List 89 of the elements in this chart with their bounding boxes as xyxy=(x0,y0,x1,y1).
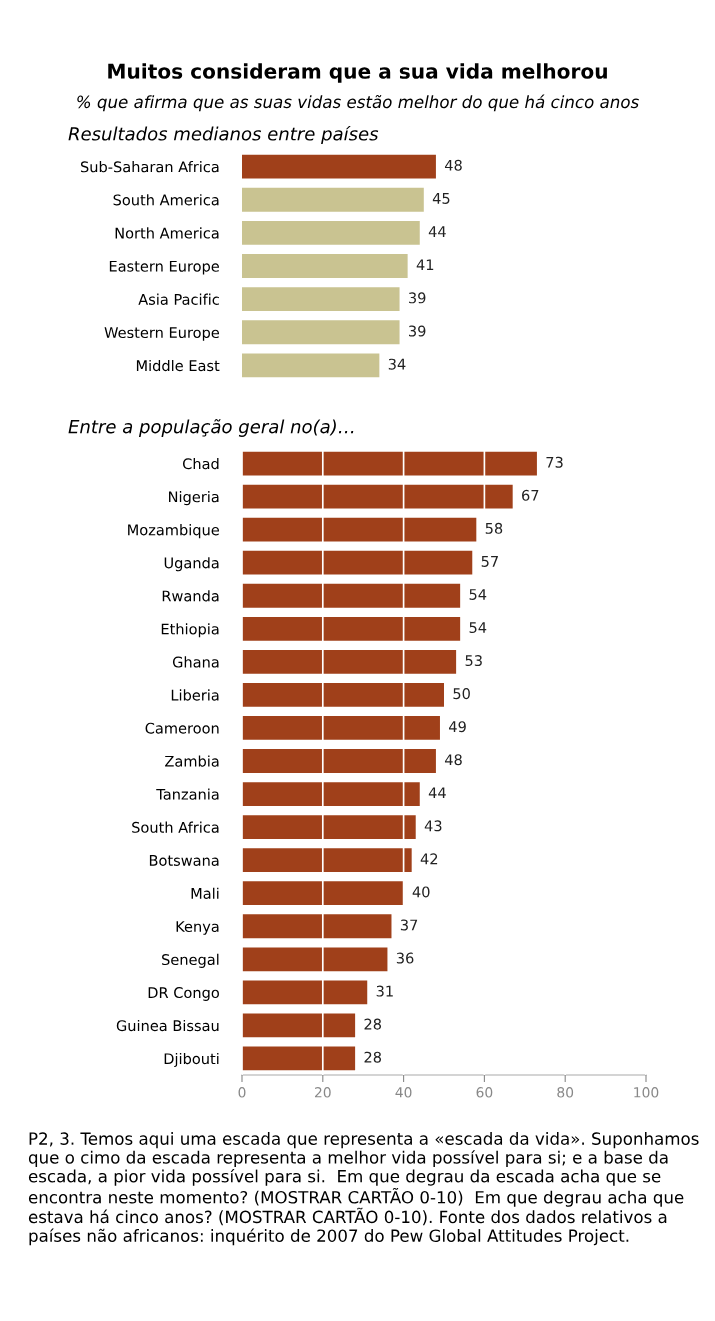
bar xyxy=(242,782,420,806)
bar xyxy=(242,220,420,245)
bar xyxy=(242,914,392,939)
data-label: 54 xyxy=(469,589,487,600)
y-tick-label: Djibouti xyxy=(164,1052,219,1068)
data-label: 41 xyxy=(416,259,434,271)
data-label: 73 xyxy=(546,456,563,468)
bar xyxy=(242,881,404,906)
y-tick-label: Rwanda xyxy=(162,590,219,602)
y-tick-label: North America xyxy=(115,227,219,239)
y-tick-label: Ghana xyxy=(172,656,219,668)
bar xyxy=(242,484,513,509)
data-label: 54 xyxy=(469,622,487,634)
data-label: 31 xyxy=(376,985,393,997)
bar xyxy=(242,683,444,707)
y-tick-label: Middle East xyxy=(136,359,220,372)
bar xyxy=(242,287,400,312)
y-tick-label: Kenya xyxy=(176,921,219,935)
data-label: 39 xyxy=(409,325,426,337)
bar xyxy=(242,254,408,278)
data-label: 44 xyxy=(428,226,446,237)
chart-title: Muitos consideram que a sua vida melhorou xyxy=(108,63,607,83)
x-tick-label: 0 xyxy=(238,1087,246,1098)
bar xyxy=(242,947,388,972)
y-tick-label: Chad xyxy=(182,457,219,470)
bar xyxy=(242,353,380,378)
bar xyxy=(242,649,457,674)
bar xyxy=(242,616,461,641)
data-label: 42 xyxy=(420,853,438,865)
bar xyxy=(242,320,400,345)
bar xyxy=(242,451,537,476)
bar xyxy=(242,583,461,608)
x-tick-label: 80 xyxy=(557,1087,574,1098)
data-label: 44 xyxy=(428,787,446,799)
bar xyxy=(242,187,424,212)
bar xyxy=(242,154,436,179)
data-label: 57 xyxy=(481,556,498,567)
bar xyxy=(242,980,368,1005)
data-label: 53 xyxy=(465,655,482,667)
chart-title: Entre a população geral no(a)… xyxy=(68,419,354,437)
chart-subtitle: % que afirma que as suas vidas estão melhor do que há cinco anos xyxy=(77,94,639,112)
y-tick-label: DR Congo xyxy=(148,987,219,1001)
bar xyxy=(242,1013,356,1038)
bar xyxy=(242,1046,356,1071)
text: P2, 3. Temos aqui uma escada que representa a «escada da vida». Suponhamos que o cimo da escada representa a melhor vida possível para si; e a base da escada, a pior vida possível para si. Em que degrau da escada acha que se encontra neste momento? (MOSTRAR CARTÃO 0-10) Em que degrau acha que estava há cinco anos? (MOSTRAR CARTÃO 0-10). Fonte dos dados relativos a países não africanos: inquérito de 2007 do Pew Global Attitudes Project. xyxy=(28,1132,699,1246)
y-tick-label: Liberia xyxy=(171,689,219,701)
y-tick-label: Botswana xyxy=(149,855,219,866)
y-tick-label: Uganda xyxy=(164,557,219,572)
y-tick-label: Cameroon xyxy=(145,722,219,734)
x-tick-label: 100 xyxy=(634,1087,659,1098)
data-label: 34 xyxy=(388,358,406,370)
data-label: 39 xyxy=(409,292,426,304)
data-label: 58 xyxy=(485,522,503,534)
y-tick-label: South Africa xyxy=(132,821,219,833)
y-tick-label: Mozambique xyxy=(128,524,219,539)
y-tick-label: Zambia xyxy=(165,755,219,767)
y-tick-label: Western Europe xyxy=(104,327,219,341)
y-tick-label: Asia Pacific xyxy=(138,293,219,305)
data-label: 50 xyxy=(453,688,470,700)
data-label: 49 xyxy=(449,721,466,733)
x-tick-label: 60 xyxy=(476,1087,493,1098)
bar xyxy=(242,749,436,773)
text: Resultados medianos entre países xyxy=(68,125,379,145)
y-tick-label: South America xyxy=(113,194,219,206)
data-label: 37 xyxy=(400,919,418,931)
bar xyxy=(242,517,477,542)
x-tick-label: 20 xyxy=(314,1087,331,1098)
data-label: 43 xyxy=(424,820,442,832)
data-label: 48 xyxy=(444,159,462,171)
y-tick-label: Senegal xyxy=(162,953,219,968)
y-tick-label: Guinea Bissau xyxy=(116,1019,219,1032)
y-tick-label: Eastern Europe xyxy=(109,260,219,275)
bar xyxy=(242,815,416,839)
y-tick-label: Nigeria xyxy=(169,491,219,506)
y-tick-label: Sub-Saharan Africa xyxy=(80,161,219,173)
bar xyxy=(242,716,440,740)
bar xyxy=(242,848,412,873)
data-label: 67 xyxy=(522,489,539,501)
data-label: 36 xyxy=(396,952,414,964)
x-tick-label: 40 xyxy=(395,1087,412,1098)
data-label: 48 xyxy=(444,754,462,766)
data-label: 28 xyxy=(364,1018,382,1030)
data-label: 28 xyxy=(364,1051,382,1063)
data-label: 45 xyxy=(432,193,450,204)
bar xyxy=(242,550,473,575)
y-tick-label: Tanzania xyxy=(156,788,219,800)
data-label: 40 xyxy=(412,886,430,898)
y-tick-label: Ethiopia xyxy=(161,623,219,638)
y-tick-label: Mali xyxy=(191,887,219,899)
